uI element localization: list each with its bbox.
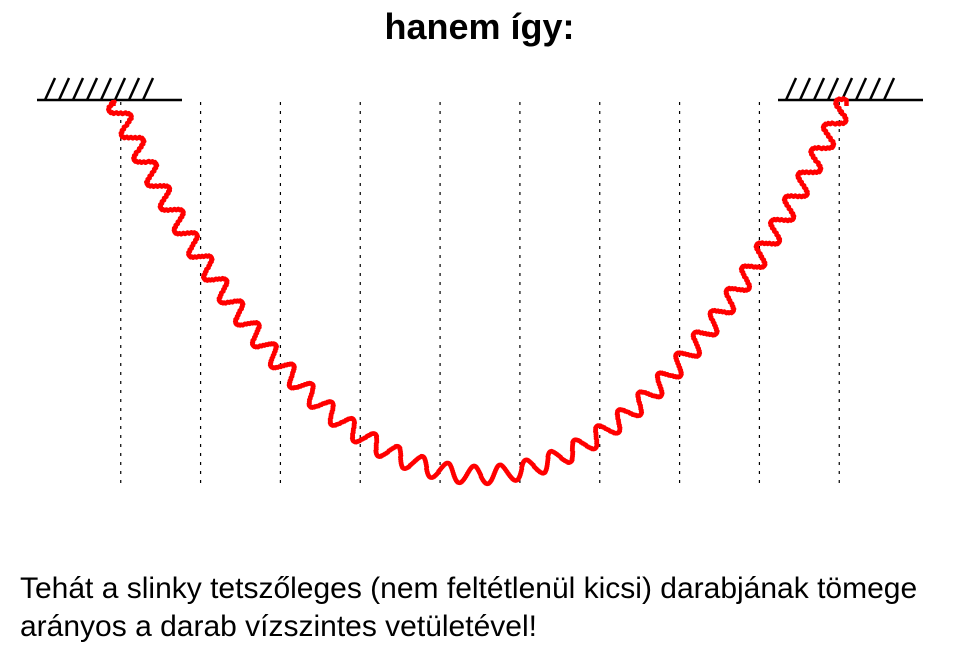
anchor-right	[778, 78, 923, 100]
hanging-spring-diagram	[0, 0, 959, 654]
anchor-left	[37, 78, 182, 100]
vertical-guides	[121, 102, 840, 485]
slinky-coil	[108, 98, 846, 483]
